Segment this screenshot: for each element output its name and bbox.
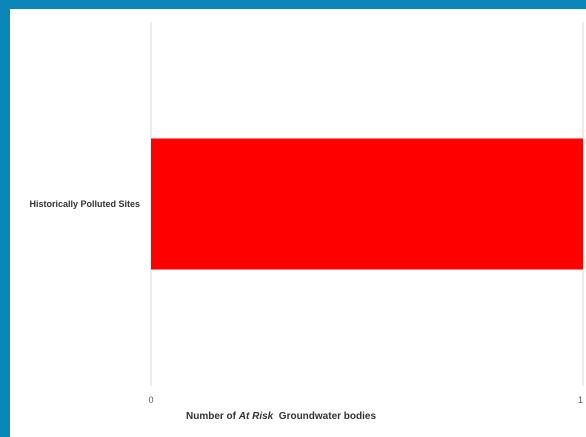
x-tick-label-0: 0 — [148, 395, 153, 405]
bar-historically-polluted-sites — [151, 138, 583, 270]
bars — [151, 138, 583, 270]
x-tick-label-1: 1 — [578, 395, 583, 405]
category-labels: Historically Polluted Sites — [29, 199, 140, 209]
category-label: Historically Polluted Sites — [29, 199, 140, 209]
x-axis-title: Number of At Risk Groundwater bodies — [186, 411, 376, 422]
